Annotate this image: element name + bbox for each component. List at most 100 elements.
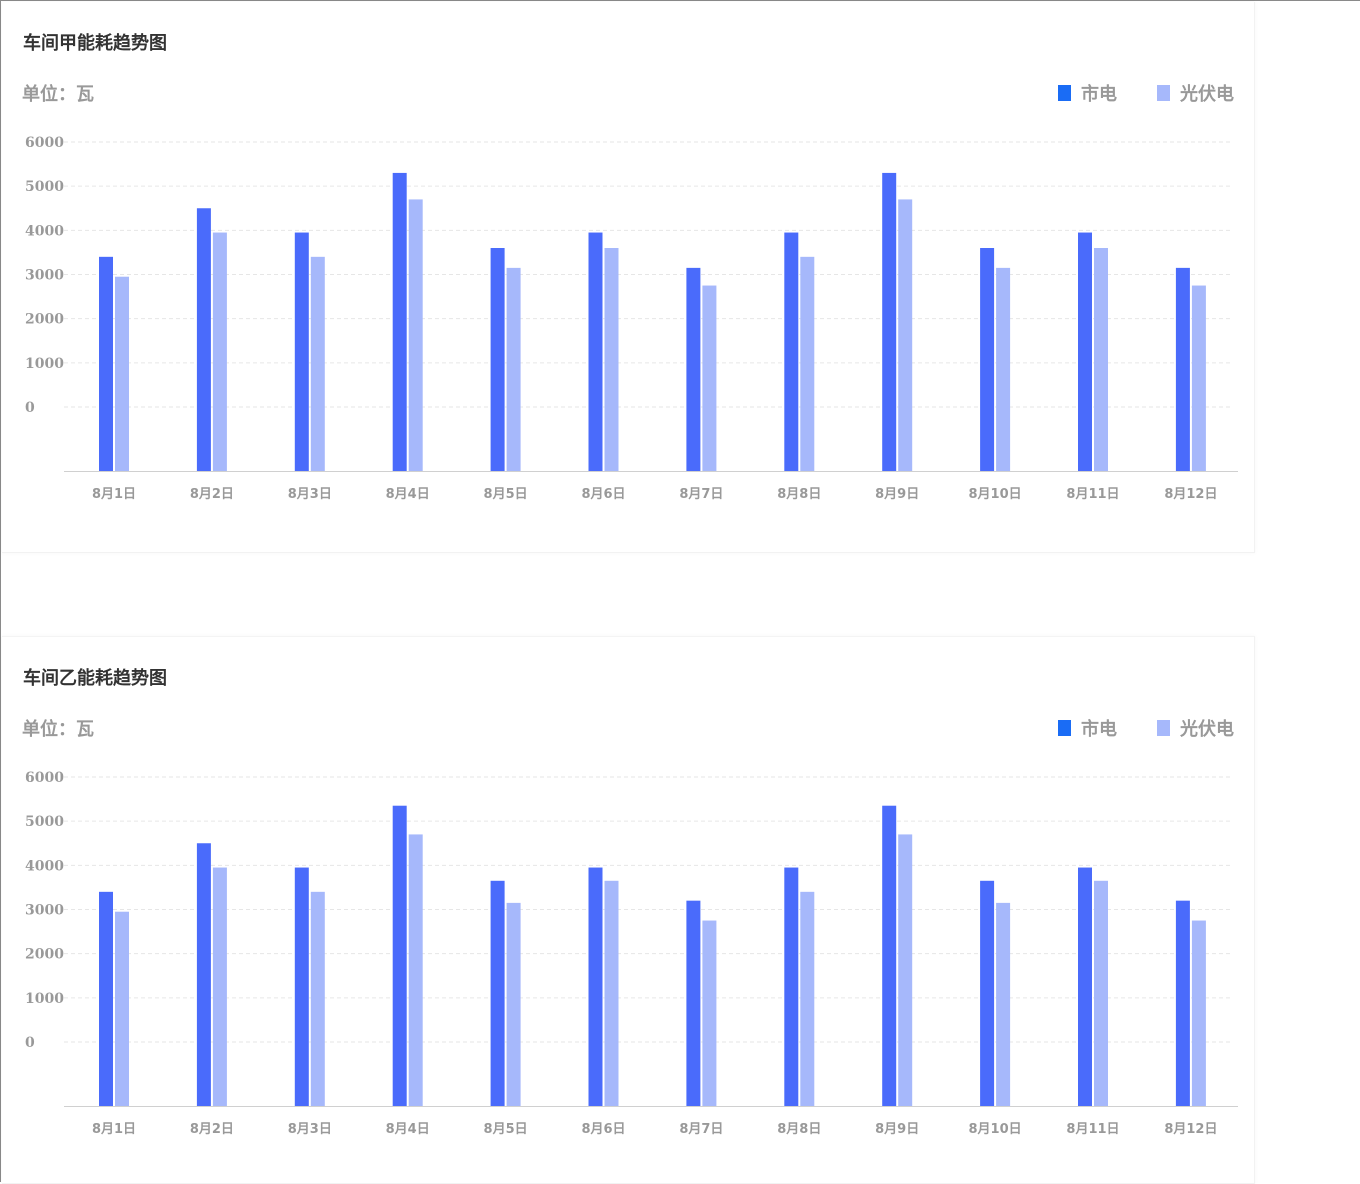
y-tick-label: 5000 xyxy=(25,179,64,195)
bar-solar-power xyxy=(506,267,521,471)
x-tick-label: 8月11日 xyxy=(1066,487,1119,502)
bar-solar-power xyxy=(1191,920,1206,1106)
x-tick-label: 8月7日 xyxy=(679,1122,723,1137)
bar-grid-power xyxy=(1175,267,1190,471)
legend-label: 光伏电 xyxy=(1180,84,1234,105)
x-tick-label: 8月10日 xyxy=(969,487,1022,502)
bar-solar-power xyxy=(1094,248,1108,471)
chart-legend: 市电 光伏电 xyxy=(1018,80,1234,106)
bar-solar-power xyxy=(408,834,423,1106)
y-tick-label: 1000 xyxy=(25,991,64,1007)
bar-solar-power xyxy=(212,232,227,471)
y-tick-label: 2000 xyxy=(25,312,64,328)
x-tick-label: 8月12日 xyxy=(1164,487,1217,502)
bar-solar-power xyxy=(408,199,423,471)
y-tick-label: 3000 xyxy=(25,268,64,284)
bar-solar-power xyxy=(702,285,717,471)
bar-chart-workshop-a: 6000 5000 4000 3000 2000 1000 0 8月1日 8月2日 8月3日 8月4… xyxy=(25,135,1238,502)
chart-card-workshop-a: 车间甲能耗趋势图 单位：瓦 市电 光伏电 6000 5000 4000 3000 200… xyxy=(2,2,1255,553)
x-tick-label: 8月3日 xyxy=(288,487,332,502)
bar-grid-power xyxy=(294,232,309,471)
unit-label: 单位：瓦 xyxy=(22,719,94,740)
x-tick-label: 8月6日 xyxy=(581,487,625,502)
bar-grid-power xyxy=(490,248,505,471)
y-tick-label: 3000 xyxy=(25,903,64,919)
y-tick-label: 0 xyxy=(25,1035,35,1051)
x-tick-label: 8月9日 xyxy=(875,487,919,502)
bar-solar-power xyxy=(604,880,619,1106)
y-tick-label: 5000 xyxy=(25,814,64,830)
bar-solar-power xyxy=(310,891,325,1106)
x-tick-label: 8月4日 xyxy=(386,487,430,502)
bar-solar-power xyxy=(898,834,913,1106)
x-tick-label: 8月9日 xyxy=(875,1122,919,1137)
bar-solar-power xyxy=(506,902,521,1106)
chart-card-workshop-b: 车间乙能耗趋势图 单位：瓦 市电 光伏电 6000 5000 4000 3000 200… xyxy=(2,636,1255,1184)
bar-grid-power xyxy=(196,208,211,471)
y-tick-label: 2000 xyxy=(25,947,64,963)
legend-swatch-icon xyxy=(1058,85,1071,101)
frame-left-border xyxy=(0,0,1,1182)
bar-grid-power xyxy=(99,256,113,471)
bar-grid-power xyxy=(784,232,799,471)
x-tick-label: 8月8日 xyxy=(777,1122,821,1137)
x-tick-label: 8月6日 xyxy=(581,1122,625,1137)
bar-chart-workshop-b: 6000 5000 4000 3000 2000 1000 0 8月1日 8月2日 8月3日 8月4… xyxy=(25,770,1238,1137)
legend-swatch-icon xyxy=(1058,720,1071,736)
chart-title: 车间乙能耗趋势图 xyxy=(23,668,167,689)
x-tick-label: 8月5日 xyxy=(484,1122,528,1137)
legend-label: 市电 xyxy=(1081,84,1117,105)
legend-item-solar-power[interactable]: 光伏电 xyxy=(1157,715,1234,741)
x-tick-label: 8月11日 xyxy=(1066,1122,1119,1137)
x-tick-label: 8月2日 xyxy=(190,1122,234,1137)
x-tick-label: 8月8日 xyxy=(777,487,821,502)
x-tick-label: 8月4日 xyxy=(386,1122,430,1137)
bar-grid-power xyxy=(294,867,309,1106)
bar-solar-power xyxy=(800,891,815,1106)
legend-item-grid-power[interactable]: 市电 xyxy=(1058,80,1117,106)
bar-grid-power xyxy=(980,880,995,1106)
x-tick-label: 8月10日 xyxy=(969,1122,1022,1137)
bar-grid-power xyxy=(882,805,897,1106)
legend-swatch-icon xyxy=(1157,720,1170,736)
bar-solar-power xyxy=(115,276,129,471)
bar-grid-power xyxy=(1078,232,1092,471)
chart-title: 车间甲能耗趋势图 xyxy=(23,33,167,54)
bar-solar-power xyxy=(996,267,1011,471)
bar-grid-power xyxy=(392,805,407,1106)
y-tick-label: 4000 xyxy=(25,223,64,239)
chart-legend: 市电 光伏电 xyxy=(1018,715,1234,741)
legend-item-solar-power[interactable]: 光伏电 xyxy=(1157,80,1234,106)
y-tick-label: 6000 xyxy=(25,770,64,786)
bar-grid-power xyxy=(588,867,603,1106)
bar-grid-power xyxy=(784,867,799,1106)
bar-grid-power xyxy=(980,248,995,471)
x-tick-label: 8月3日 xyxy=(288,1122,332,1137)
bar-solar-power xyxy=(115,911,129,1106)
bar-grid-power xyxy=(490,880,505,1106)
bar-grid-power xyxy=(99,891,113,1106)
x-tick-label: 8月1日 xyxy=(92,487,136,502)
legend-item-grid-power[interactable]: 市电 xyxy=(1058,715,1117,741)
x-tick-label: 8月5日 xyxy=(484,487,528,502)
unit-label: 单位：瓦 xyxy=(22,84,94,105)
legend-swatch-icon xyxy=(1157,85,1170,101)
y-tick-label: 1000 xyxy=(25,356,64,372)
bar-solar-power xyxy=(1191,285,1206,471)
y-tick-label: 6000 xyxy=(25,135,64,151)
bar-grid-power xyxy=(882,172,897,471)
bar-solar-power xyxy=(1094,880,1108,1106)
bar-grid-power xyxy=(1078,867,1092,1106)
frame-top-border xyxy=(0,0,1360,1)
bar-solar-power xyxy=(604,248,619,471)
bar-solar-power xyxy=(800,256,815,471)
bar-grid-power xyxy=(392,172,407,471)
bar-solar-power xyxy=(898,199,913,471)
x-tick-label: 8月12日 xyxy=(1164,1122,1217,1137)
y-tick-label: 4000 xyxy=(25,858,64,874)
bar-grid-power xyxy=(588,232,603,471)
bar-solar-power xyxy=(702,920,717,1106)
y-tick-label: 0 xyxy=(25,400,35,416)
bar-solar-power xyxy=(310,256,325,471)
bar-grid-power xyxy=(686,267,701,471)
